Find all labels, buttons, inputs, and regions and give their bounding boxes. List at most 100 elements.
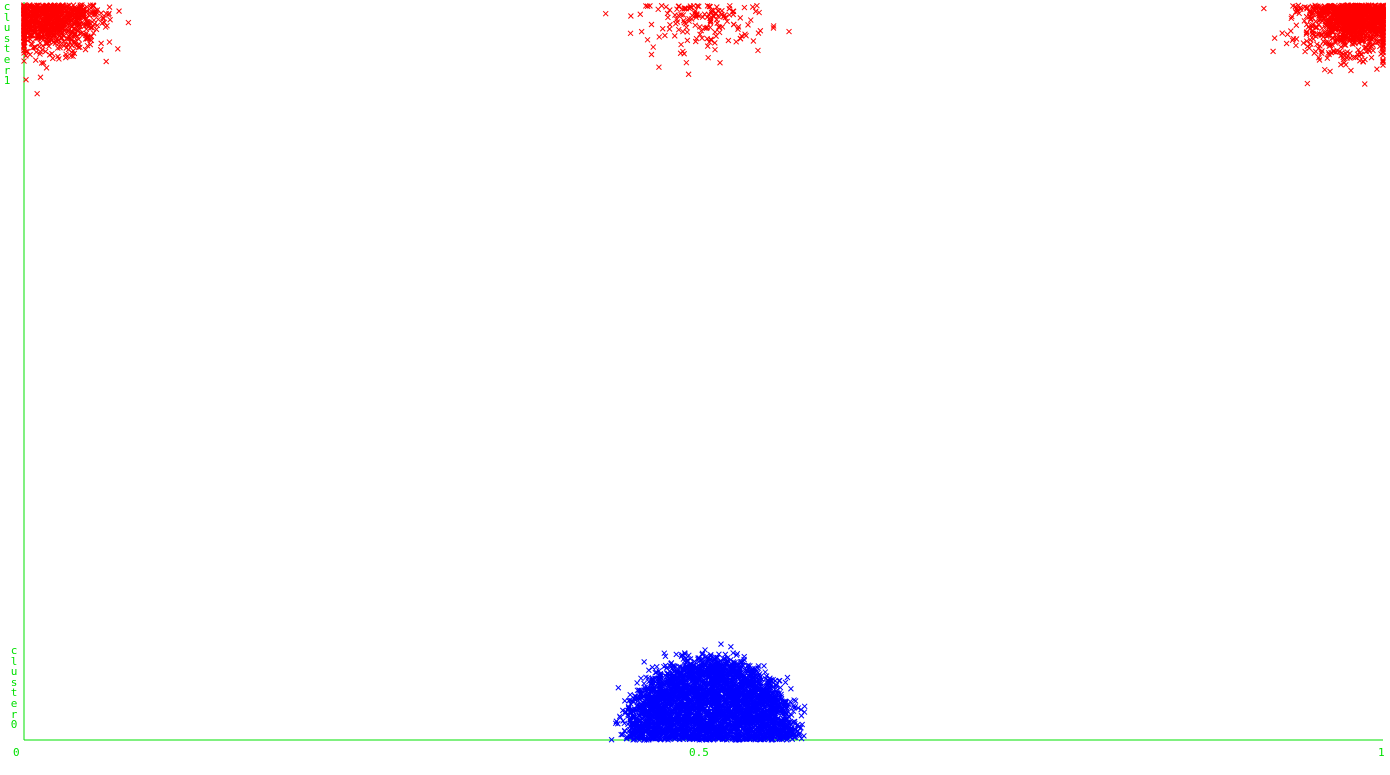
- data-point: [74, 42, 81, 49]
- data-point: [647, 3, 653, 9]
- data-point: [712, 46, 718, 53]
- data-point: [58, 35, 65, 41]
- data-point: [93, 26, 100, 33]
- data-point: [1284, 31, 1291, 38]
- data-point: [681, 5, 688, 11]
- data-point: [60, 25, 66, 32]
- data-point: [94, 22, 101, 29]
- data-point: [801, 709, 808, 715]
- data-point: [80, 11, 87, 18]
- data-point: [704, 43, 711, 50]
- data-point: [31, 44, 38, 50]
- data-point: [756, 9, 763, 16]
- data-point: [62, 18, 69, 25]
- data-point: [50, 5, 57, 12]
- data-point: [21, 3, 27, 10]
- data-point: [742, 31, 748, 38]
- data-point: [49, 55, 56, 62]
- data-point: [747, 17, 754, 23]
- data-point: [708, 37, 715, 44]
- data-point: [23, 52, 29, 59]
- data-point: [114, 46, 121, 52]
- data-point: [44, 26, 51, 33]
- data-point: [786, 28, 792, 35]
- data-point: [34, 90, 41, 97]
- data-point: [84, 42, 91, 49]
- data-point: [737, 15, 744, 21]
- data-point: [645, 667, 652, 674]
- data-point: [784, 674, 791, 681]
- data-point: [698, 27, 705, 34]
- data-point: [715, 8, 721, 15]
- data-point: [27, 8, 33, 15]
- data-point: [724, 18, 730, 25]
- data-point: [68, 37, 75, 43]
- data-point: [718, 641, 724, 647]
- data-point: [70, 53, 76, 60]
- data-point: [674, 19, 681, 25]
- data-point: [708, 36, 714, 43]
- data-point: [103, 58, 110, 65]
- data-point: [1283, 40, 1290, 47]
- data-point: [673, 651, 680, 658]
- data-point: [68, 49, 75, 56]
- data-point: [82, 32, 89, 39]
- data-point: [37, 51, 43, 57]
- data-point: [38, 60, 45, 66]
- data-point: [22, 20, 29, 27]
- data-point: [32, 20, 39, 27]
- data-point: [1288, 15, 1295, 22]
- data-point: [1368, 54, 1375, 61]
- data-point: [782, 679, 789, 686]
- data-point: [666, 26, 673, 32]
- data-point: [53, 36, 60, 42]
- data-point: [708, 9, 715, 16]
- data-point: [707, 3, 714, 10]
- data-point: [659, 25, 666, 32]
- data-point: [79, 2, 85, 8]
- data-point: [713, 4, 720, 10]
- data-point: [656, 64, 662, 71]
- data-point: [55, 11, 62, 17]
- data-point: [680, 12, 687, 18]
- data-point: [61, 9, 68, 16]
- data-point: [74, 27, 81, 33]
- data-point: [106, 39, 113, 45]
- data-point: [752, 8, 759, 15]
- data-point: [716, 29, 723, 36]
- data-point: [35, 33, 42, 40]
- data-point: [125, 19, 132, 26]
- data-point: [23, 76, 29, 83]
- data-point: [87, 24, 94, 31]
- data-point: [95, 16, 102, 23]
- data-point: [80, 20, 87, 27]
- data-point: [770, 23, 777, 29]
- data-point: [90, 30, 97, 36]
- data-point: [726, 5, 733, 12]
- data-point: [80, 6, 87, 13]
- data-point: [1271, 35, 1278, 42]
- data-point: [1314, 41, 1320, 48]
- data-point: [37, 74, 44, 81]
- data-point: [672, 12, 678, 19]
- data-point: [82, 46, 89, 53]
- data-point: [82, 16, 88, 23]
- data-point: [687, 3, 694, 9]
- data-point: [1348, 67, 1354, 74]
- data-point: [72, 38, 79, 45]
- data-point: [48, 37, 55, 44]
- data-point: [40, 4, 47, 10]
- data-point: [728, 643, 734, 650]
- data-point: [644, 36, 651, 43]
- data-point: [692, 22, 699, 29]
- data-point: [1321, 66, 1328, 73]
- data-point: [715, 24, 722, 30]
- data-point: [65, 28, 72, 35]
- data-point: [107, 16, 113, 23]
- data-point: [1293, 36, 1300, 42]
- data-point: [105, 12, 112, 18]
- data-point: [69, 23, 76, 30]
- data-point: [43, 41, 50, 47]
- data-point: [674, 6, 680, 13]
